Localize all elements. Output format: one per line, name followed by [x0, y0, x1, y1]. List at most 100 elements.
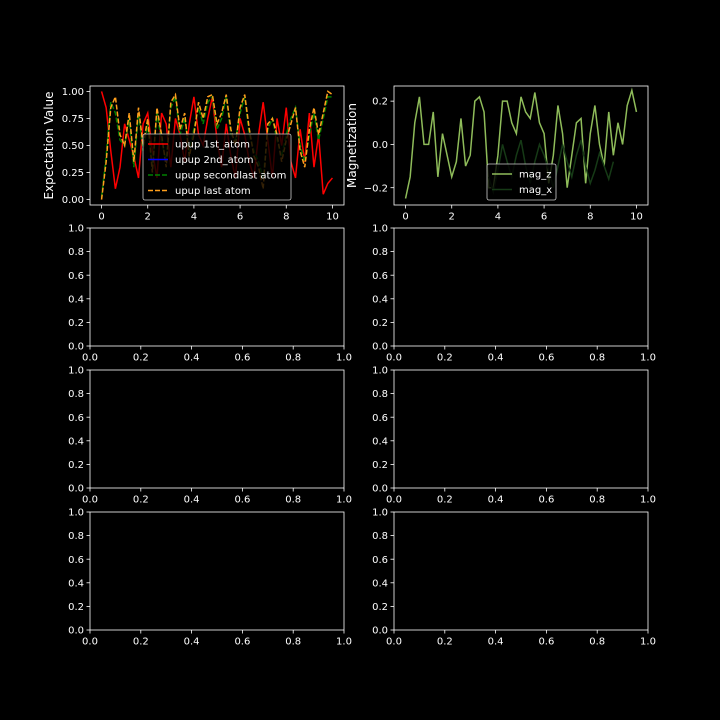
y-tick-label: 1.0 [372, 224, 388, 235]
x-tick-label: 0.8 [285, 495, 301, 506]
y-tick-label: 0.6 [68, 413, 84, 424]
axes-frame [393, 85, 649, 206]
y-tick-label: 0.8 [372, 531, 388, 542]
y-tick-label: 0.0 [372, 140, 388, 151]
x-tick-label: 10 [630, 212, 643, 223]
y-tick-label: 0.8 [68, 247, 84, 258]
y-tick-label: 0.25 [62, 168, 84, 179]
y-tick-label: 0.2 [68, 602, 84, 613]
x-tick-label: 0.8 [589, 353, 605, 364]
x-tick-label: 0.0 [386, 495, 402, 506]
legend-label: upup 1st_atom [175, 140, 250, 151]
axes-frame [89, 369, 345, 489]
y-tick-label: 0.2 [372, 602, 388, 613]
y-tick-label: 0.2 [372, 318, 388, 329]
x-tick-label: 4 [495, 212, 501, 223]
y-tick-label: 0.2 [68, 318, 84, 329]
y-tick-label: 0.75 [62, 114, 84, 125]
y-tick-label: 0.4 [68, 578, 84, 589]
subplot-6: 0.0 0.2 0.4 0.6 0.8 1.0 0.0 0.2 0.4 0.6 0.8 1.0 [372, 366, 656, 506]
legend-label: upup 2nd_atom [175, 155, 254, 166]
x-tick-label: 0.8 [589, 637, 605, 648]
x-tick-label: 0.6 [538, 637, 554, 648]
x-tick-label: 8 [283, 212, 289, 223]
subplot-5: 0.0 0.2 0.4 0.6 0.8 1.0 0.0 0.2 0.4 0.6 0.8 1.0 [68, 366, 352, 506]
x-tick-label: 0.0 [386, 637, 402, 648]
x-tick-label: 1.0 [336, 637, 352, 648]
legend-label: upup last atom [175, 186, 251, 197]
y-tick-label: 0.4 [372, 436, 388, 447]
x-tick-label: 1.0 [640, 495, 656, 506]
legend: mag_z mag_x [486, 163, 557, 201]
y-tick-label: 1.0 [372, 366, 388, 377]
x-tick-label: 0.6 [538, 495, 554, 506]
x-tick-label: 0.4 [184, 353, 200, 364]
y-tick-label: 0.6 [68, 555, 84, 566]
x-tick-label: 0 [98, 212, 104, 223]
y-tick-label: 0.2 [372, 460, 388, 471]
y-tick-label: 0.2 [372, 97, 388, 108]
axes-frame [89, 227, 345, 347]
x-tick-label: 0.2 [437, 353, 453, 364]
y-tick-label: −0.2 [364, 183, 388, 194]
y-tick-label: 0.8 [68, 531, 84, 542]
x-tick-label: 2 [145, 212, 151, 223]
y-tick-label: 0.0 [68, 484, 84, 495]
y-tick-label: 0.4 [68, 436, 84, 447]
axes-frame [89, 511, 345, 631]
legend-frame [486, 163, 557, 201]
y-tick-label: 0.0 [372, 626, 388, 637]
y-tick-label: 0.8 [372, 389, 388, 400]
x-tick-label: 0.2 [437, 637, 453, 648]
y-tick-label: 0.00 [62, 195, 84, 206]
x-tick-label: 4 [191, 212, 197, 223]
y-tick-label: 0.0 [372, 484, 388, 495]
x-tick-label: 6 [541, 212, 547, 223]
subplot-4: 0.0 0.2 0.4 0.6 0.8 1.0 0.0 0.2 0.4 0.6 0.8 1.0 [372, 224, 656, 364]
x-tick-label: 0.6 [234, 353, 250, 364]
x-tick-label: 0.0 [82, 353, 98, 364]
x-tick-label: 0.0 [82, 637, 98, 648]
y-tick-label: 1.0 [68, 366, 84, 377]
y-tick-label: 0.8 [68, 389, 84, 400]
y-axis-label: Magnetization [345, 103, 359, 188]
x-tick-label: 0.2 [437, 495, 453, 506]
x-tick-label: 0.4 [184, 637, 200, 648]
x-tick-label: 0 [402, 212, 408, 223]
y-tick-label: 1.0 [372, 508, 388, 519]
y-tick-label: 0.4 [68, 294, 84, 305]
x-tick-label: 0.6 [234, 637, 250, 648]
x-tick-label: 1.0 [336, 495, 352, 506]
x-tick-label: 0.4 [488, 495, 504, 506]
subplot-1: 0 2 4 6 8 10 0.00 0.25 0.50 0.75 1.00 Expectation V… [42, 85, 345, 223]
legend-label: mag_x [519, 185, 552, 196]
y-tick-label: 1.0 [68, 508, 84, 519]
axes-frame [393, 511, 649, 631]
x-tick-label: 0.2 [133, 495, 149, 506]
x-tick-label: 6 [237, 212, 243, 223]
series-line-mag-z [404, 87, 638, 199]
series-line-upup-last-atom [100, 90, 333, 200]
x-tick-label: 0.2 [133, 353, 149, 364]
x-tick-label: 0.6 [538, 353, 554, 364]
x-tick-label: 1.0 [336, 353, 352, 364]
x-tick-label: 10 [326, 212, 339, 223]
x-tick-label: 0.8 [285, 637, 301, 648]
y-tick-label: 0.8 [372, 247, 388, 258]
y-tick-label: 0.6 [372, 271, 388, 282]
y-tick-label: 0.2 [68, 460, 84, 471]
x-tick-label: 0.8 [589, 495, 605, 506]
subplot-3: 0.0 0.2 0.4 0.6 0.8 1.0 0.0 0.2 0.4 0.6 0.8 1.0 [68, 224, 352, 364]
x-tick-label: 0.8 [285, 353, 301, 364]
y-tick-label: 1.0 [68, 224, 84, 235]
legend-frame [142, 133, 292, 201]
y-tick-label: 0.0 [372, 342, 388, 353]
x-tick-label: 0.4 [488, 353, 504, 364]
x-tick-label: 1.0 [640, 637, 656, 648]
x-tick-label: 1.0 [640, 353, 656, 364]
x-tick-label: 0.0 [82, 495, 98, 506]
y-tick-label: 0.4 [372, 578, 388, 589]
